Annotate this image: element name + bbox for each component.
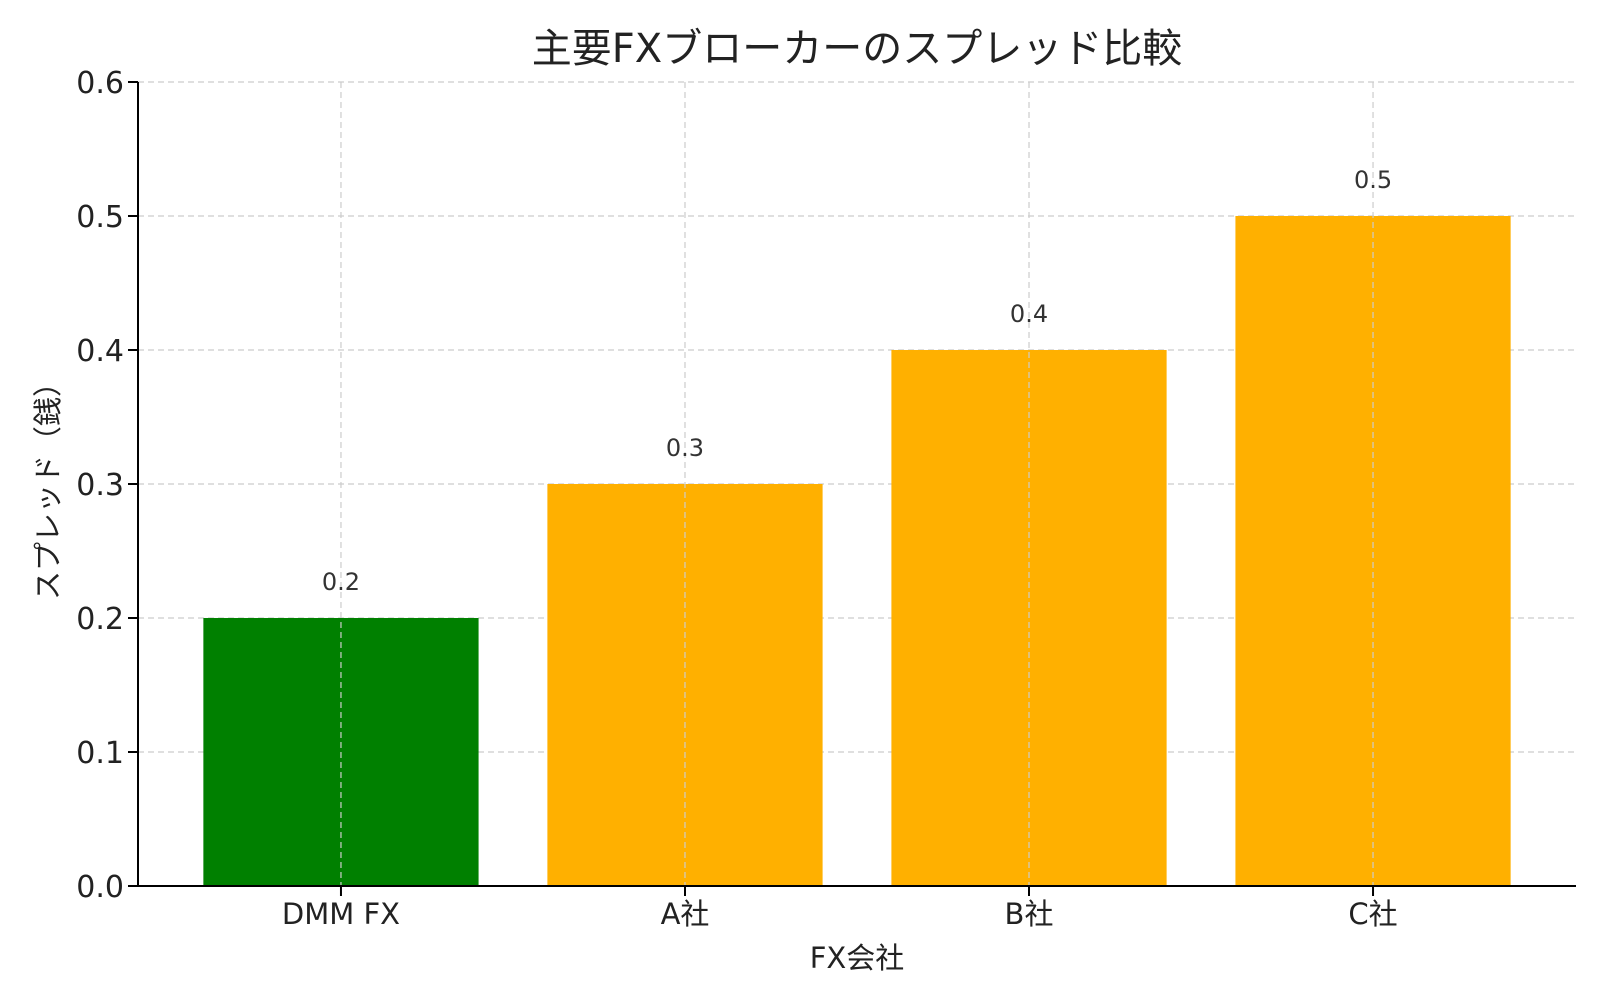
data-label: 0.4 — [1010, 300, 1048, 328]
vertical-grid-lines — [340, 82, 1374, 886]
x-tick-label: DMM FX — [282, 897, 400, 931]
x-tick-label: A社 — [661, 897, 710, 931]
y-tick-label: 0.4 — [76, 334, 124, 369]
data-label: 0.5 — [1354, 166, 1392, 194]
y-tick-label: 0.6 — [76, 66, 124, 101]
y-tick-label: 0.3 — [76, 468, 124, 503]
bars — [203, 216, 1511, 886]
y-axis-label: スプレッド（銭） — [31, 368, 65, 600]
y-tick-label: 0.0 — [76, 870, 124, 905]
y-tick-label: 0.5 — [76, 200, 124, 235]
data-label: 0.3 — [666, 434, 704, 462]
y-tick-label: 0.2 — [76, 602, 124, 637]
y-tick-label: 0.1 — [76, 736, 124, 771]
y-ticks: 0.0 0.1 0.2 0.3 0.4 0.5 0.6 — [76, 66, 138, 905]
x-axis-label: FX会社 — [810, 941, 905, 975]
data-labels: 0.2 0.3 0.4 0.5 — [322, 166, 1392, 596]
chart-title: 主要FXブローカーのスプレッド比較 — [532, 26, 1182, 72]
x-tick-label: C社 — [1348, 897, 1397, 931]
data-label: 0.2 — [322, 568, 360, 596]
x-tick-label: B社 — [1005, 897, 1054, 931]
x-ticks: DMM FX A社 B社 C社 — [282, 886, 1398, 931]
